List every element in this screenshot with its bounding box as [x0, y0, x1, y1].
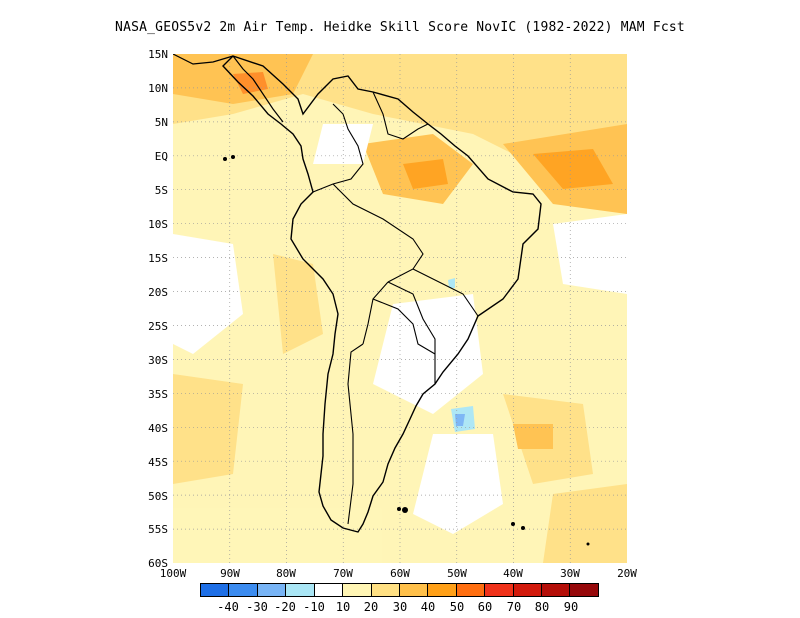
lat-label: 25S — [148, 320, 168, 333]
lon-label: 100W — [159, 567, 187, 580]
colorbar-label: 60 — [477, 600, 493, 614]
lon-label: 50W — [447, 567, 467, 580]
central-america-coastline — [173, 54, 284, 123]
colorbar-swatch — [428, 584, 457, 596]
colorbar-label: 40 — [420, 600, 436, 614]
lon-label: 70W — [333, 567, 353, 580]
colorbar-label: -20 — [274, 600, 296, 614]
colorbar-label: 50 — [449, 600, 465, 614]
lat-label: 10S — [148, 218, 168, 231]
colorbar-swatch — [542, 584, 571, 596]
colorbar-swatch — [456, 584, 486, 596]
lat-label: 30S — [148, 354, 168, 367]
colorbar — [200, 583, 599, 597]
lat-label: 35S — [148, 388, 168, 401]
colorbar-swatch — [485, 584, 514, 596]
lat-label: 40S — [148, 422, 168, 435]
colorbar-swatch — [257, 584, 287, 596]
lat-label: 5S — [154, 184, 168, 197]
colorbar-swatch — [201, 584, 230, 596]
south-america-coastline — [222, 55, 542, 533]
lat-label: 55S — [148, 523, 168, 536]
lon-label: 30W — [560, 567, 580, 580]
colorbar-label: 20 — [363, 600, 379, 614]
lat-label: 10N — [148, 82, 168, 95]
colorbar-label: 90 — [563, 600, 579, 614]
colorbar-label: -10 — [303, 600, 325, 614]
lon-label: 20W — [617, 567, 637, 580]
graticule — [173, 54, 627, 563]
colorbar-swatch — [371, 584, 400, 596]
islands — [223, 155, 590, 546]
lat-label: 15N — [148, 48, 168, 61]
lat-label: 50S — [148, 490, 168, 503]
chart-title: NASA_GEOS5v2 2m Air Temp. Heidke Skill S… — [115, 20, 685, 35]
lat-label: 5N — [154, 116, 168, 129]
colorbar-label: 70 — [506, 600, 522, 614]
colorbar-swatch — [343, 584, 372, 596]
skill-score-map — [173, 54, 627, 563]
lat-label: 20S — [148, 286, 168, 299]
lon-label: 60W — [390, 567, 410, 580]
colorbar-label: 80 — [534, 600, 550, 614]
colorbar-label: -30 — [246, 600, 268, 614]
lon-label: 80W — [276, 567, 296, 580]
country-borders — [312, 91, 479, 525]
lat-label: 60S — [148, 557, 168, 570]
colorbar-swatch — [229, 584, 258, 596]
colorbar-label: 10 — [335, 600, 351, 614]
colorbar-swatch — [570, 584, 598, 596]
lat-label: EQ — [154, 150, 168, 163]
lat-label: 45S — [148, 456, 168, 469]
colorbar-label: -40 — [217, 600, 239, 614]
lat-label: 15S — [148, 252, 168, 265]
colorbar-swatch — [399, 584, 429, 596]
colorbar-swatch — [513, 584, 543, 596]
lon-label: 40W — [503, 567, 523, 580]
colorbar-swatch — [286, 584, 315, 596]
lon-label: 90W — [220, 567, 240, 580]
colorbar-label: 30 — [392, 600, 408, 614]
colorbar-swatch — [314, 584, 344, 596]
